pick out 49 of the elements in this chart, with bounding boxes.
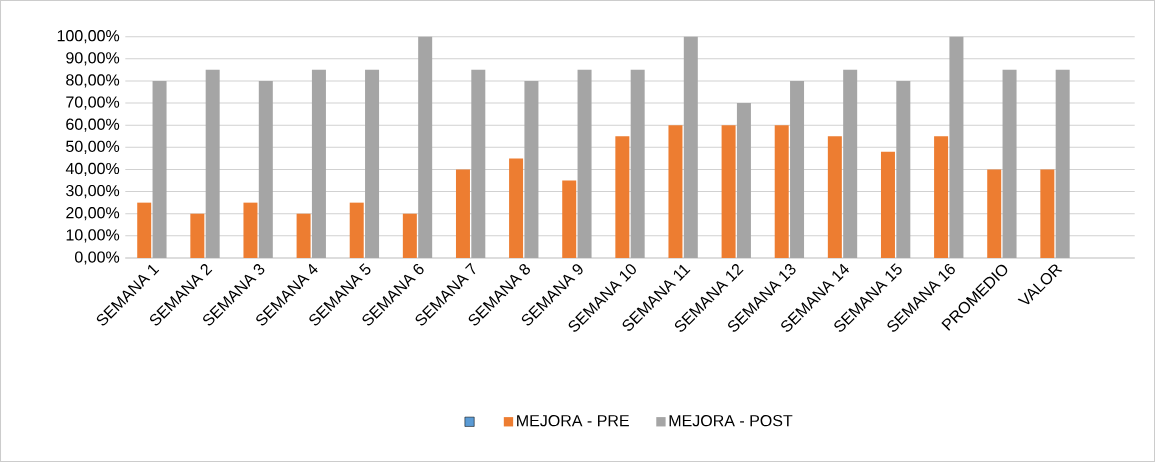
bar [721,125,736,258]
bar [577,69,592,258]
bar [1002,69,1017,258]
bar [774,125,789,258]
bar [668,125,683,258]
bar [402,213,417,258]
y-tick-label: 30,00% [66,184,120,199]
bar [630,69,645,258]
bar [562,180,577,258]
y-tick-label: 100,00% [57,30,120,44]
bar [790,80,805,258]
bar [365,69,380,258]
bar [190,213,205,258]
bar [880,151,895,258]
bar [296,213,311,258]
bar [1040,169,1055,258]
bar [736,103,751,258]
bar [205,69,220,258]
bar [471,69,486,258]
bar [243,202,258,258]
y-tick-label: 80,00% [66,74,120,88]
bar [311,69,326,258]
bar [152,80,167,258]
legend-label: MEJORA - PRE [517,415,629,427]
y-tick-label: 60,00% [66,118,120,132]
bar [1055,69,1070,258]
bar [934,136,949,258]
bar [987,169,1002,258]
bar [509,158,524,258]
y-tick-label: 20,00% [66,207,120,221]
bar [827,136,842,258]
bar [949,36,964,258]
y-tick-label: 40,00% [65,162,120,177]
bar [137,202,152,258]
y-tick-label: 0,00% [74,251,120,265]
bar [683,36,698,258]
y-tick-label: 90,00% [66,52,120,66]
bar [258,80,273,258]
y-tick-label: 10,00% [66,229,120,243]
y-tick-label: 50,00% [66,140,120,154]
bar [843,69,858,258]
bar [418,36,433,258]
bar [896,80,911,258]
bar [455,169,470,258]
bar [524,80,539,258]
bar [615,136,630,258]
bar [349,202,364,258]
y-tick-label: 70,00% [66,96,120,110]
legend-label: MEJORA - POST [669,415,793,427]
